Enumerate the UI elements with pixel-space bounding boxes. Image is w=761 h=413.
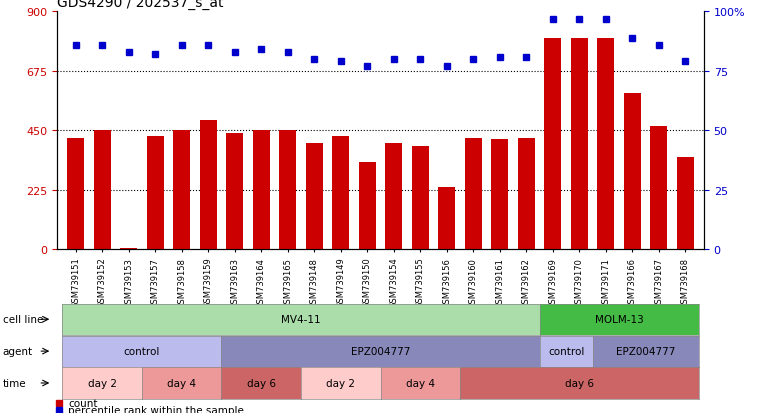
Bar bbox=[253, 131, 270, 249]
Bar bbox=[624, 94, 641, 249]
Text: EPZ004777: EPZ004777 bbox=[616, 346, 675, 356]
Text: day 2: day 2 bbox=[326, 378, 355, 388]
Bar bbox=[544, 39, 562, 249]
Bar bbox=[517, 139, 535, 249]
Text: time: time bbox=[3, 378, 27, 388]
Bar bbox=[597, 39, 614, 249]
Text: MV4-11: MV4-11 bbox=[281, 314, 321, 325]
Text: cell line: cell line bbox=[3, 314, 43, 325]
Bar bbox=[279, 131, 296, 249]
Text: EPZ004777: EPZ004777 bbox=[351, 346, 410, 356]
Text: count: count bbox=[68, 398, 98, 408]
Bar bbox=[438, 188, 455, 249]
Bar bbox=[358, 163, 376, 249]
Bar bbox=[173, 131, 190, 249]
Bar bbox=[94, 131, 111, 249]
Bar bbox=[465, 139, 482, 249]
Bar bbox=[147, 136, 164, 249]
Bar bbox=[677, 157, 694, 249]
Text: agent: agent bbox=[3, 346, 33, 356]
Text: GDS4290 / 202537_s_at: GDS4290 / 202537_s_at bbox=[57, 0, 224, 10]
Text: day 2: day 2 bbox=[88, 378, 116, 388]
Text: day 4: day 4 bbox=[167, 378, 196, 388]
Bar bbox=[306, 144, 323, 249]
Bar bbox=[385, 144, 403, 249]
Text: MOLM-13: MOLM-13 bbox=[594, 314, 644, 325]
Bar bbox=[650, 127, 667, 249]
Text: day 6: day 6 bbox=[247, 378, 275, 388]
Bar bbox=[332, 136, 349, 249]
Text: day 6: day 6 bbox=[565, 378, 594, 388]
Bar bbox=[412, 147, 429, 249]
Bar bbox=[226, 133, 244, 249]
Bar bbox=[199, 120, 217, 249]
Bar bbox=[571, 39, 588, 249]
Text: day 4: day 4 bbox=[406, 378, 435, 388]
Bar bbox=[491, 140, 508, 249]
Text: percentile rank within the sample: percentile rank within the sample bbox=[68, 405, 244, 413]
Text: control: control bbox=[124, 346, 160, 356]
Bar bbox=[67, 139, 84, 249]
Text: control: control bbox=[548, 346, 584, 356]
